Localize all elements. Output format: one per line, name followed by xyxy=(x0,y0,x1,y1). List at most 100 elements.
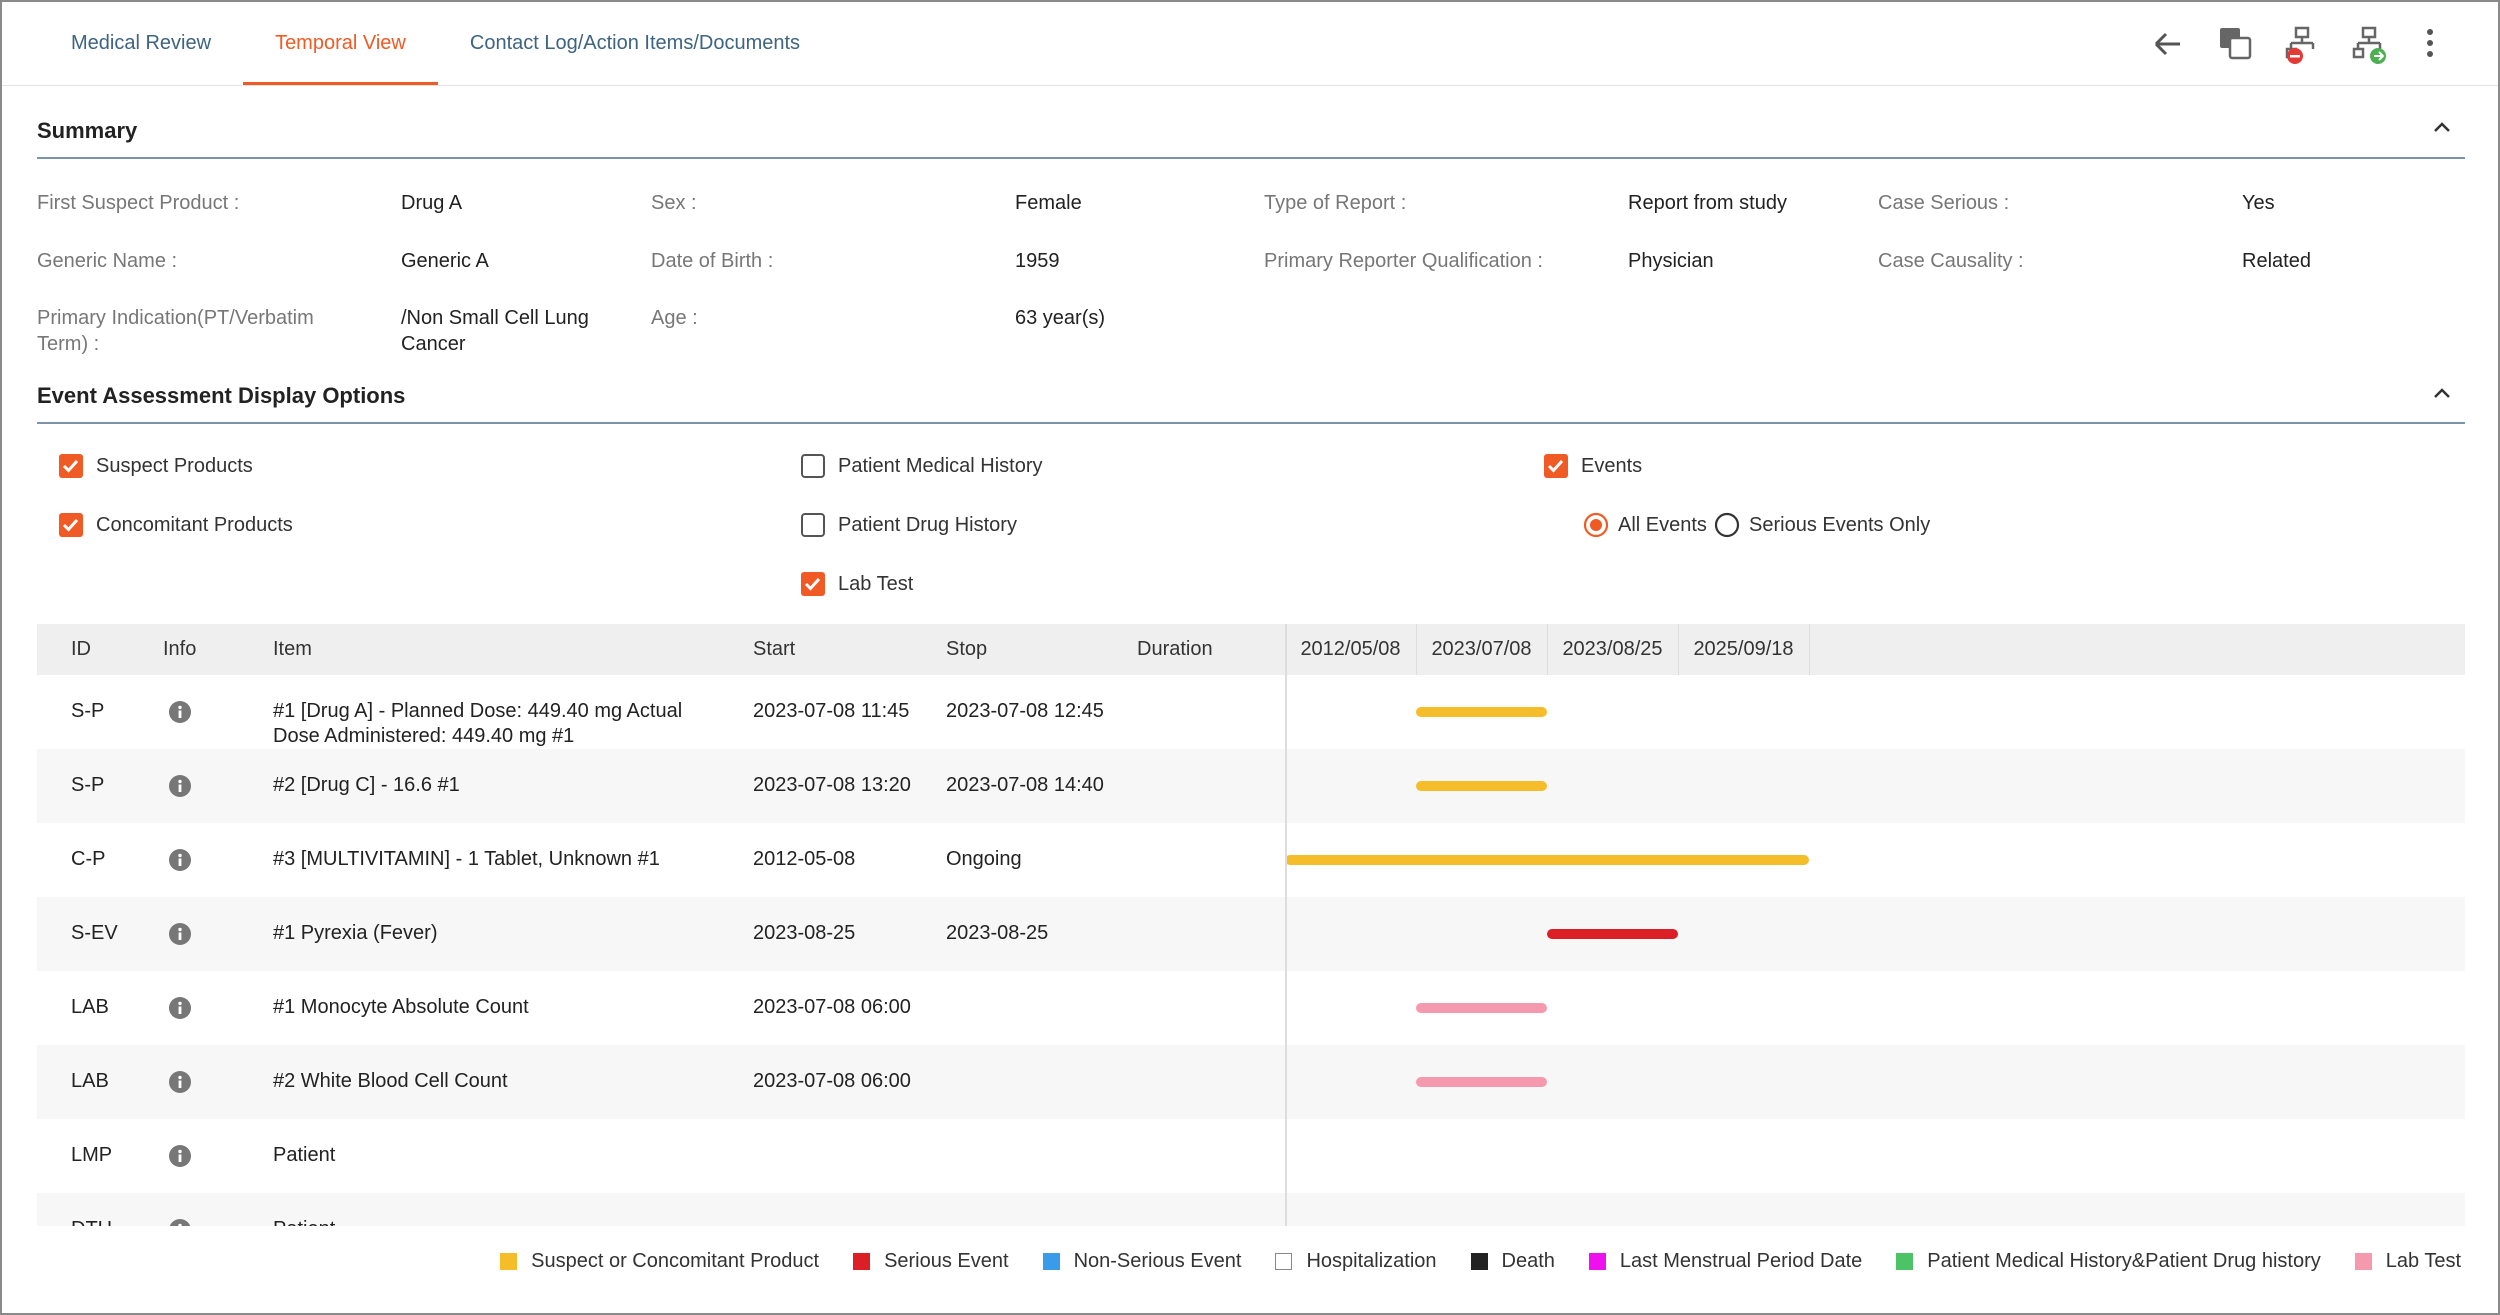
field-value: /Non Small Cell Lung Cancer xyxy=(401,307,589,355)
legend-swatch xyxy=(1275,1253,1293,1270)
table-row xyxy=(37,1119,2465,1193)
field-label: Generic Name : xyxy=(37,249,178,272)
column-header: Duration xyxy=(1137,638,1213,660)
row-start: 2012-05-08 xyxy=(753,848,856,870)
radio-button[interactable] xyxy=(1714,512,1740,538)
tab[interactable]: Temporal View xyxy=(243,2,438,85)
collapse-button[interactable] xyxy=(2432,120,2452,134)
row-item: #1 [Drug A] - Planned Dose: 449.40 mg Ac… xyxy=(273,700,683,747)
timeline-bar xyxy=(1416,1077,1547,1087)
legend-label: Lab Test xyxy=(2385,1250,2461,1272)
info-button[interactable] xyxy=(169,923,191,945)
field-value: 1959 xyxy=(1015,249,1060,272)
legend-label: Serious Event xyxy=(884,1250,1009,1272)
legend-swatch xyxy=(500,1253,518,1270)
section-title: Event Assessment Display Options xyxy=(37,383,406,408)
checkbox[interactable] xyxy=(801,572,825,596)
toolbar-icons xyxy=(2154,26,2433,64)
field-label: First Suspect Product : xyxy=(37,192,240,214)
table-row xyxy=(37,1045,2465,1119)
checkbox-label: Patient Drug History xyxy=(838,514,1017,536)
field-label: Case Serious : xyxy=(1878,192,2010,214)
table-row xyxy=(37,675,2465,749)
radio-label: All Events xyxy=(1618,514,1707,536)
row-id: LMP xyxy=(71,1144,113,1166)
timeline-header: 2012/05/08 xyxy=(1300,638,1401,660)
legend-swatch xyxy=(1470,1253,1488,1270)
info-button[interactable] xyxy=(169,775,191,797)
table-header xyxy=(37,624,2465,675)
checkbox-label: Lab Test xyxy=(838,573,914,595)
field-value: Report from study xyxy=(1628,192,1787,214)
info-button[interactable] xyxy=(169,997,191,1019)
checkbox[interactable] xyxy=(801,513,825,537)
checkbox-label: Patient Medical History xyxy=(838,455,1043,477)
table-row xyxy=(37,749,2465,823)
legend-item: Hospitalization xyxy=(1275,1250,1437,1273)
tree-remove-button[interactable] xyxy=(2285,26,2315,64)
legend-swatch xyxy=(1896,1253,1914,1270)
row-item: #1 Pyrexia (Fever) xyxy=(273,922,438,944)
timeline-bar xyxy=(1547,929,1678,939)
legend-swatch xyxy=(2354,1253,2372,1270)
row-stop: 2023-08-25 xyxy=(946,922,1049,944)
timeline-header: 2023/08/25 xyxy=(1562,638,1663,660)
tree-add-button[interactable] xyxy=(2352,26,2386,64)
legend-swatch xyxy=(1042,1253,1060,1270)
timeline-divider xyxy=(1809,624,1810,675)
section-rule xyxy=(37,422,2465,424)
row-item: #3 [MULTIVITAMIN] - 1 Tablet, Unknown #1 xyxy=(273,848,660,870)
info-button[interactable] xyxy=(169,1071,191,1093)
checkbox-label: Events xyxy=(1581,455,1643,477)
info-button[interactable] xyxy=(169,1145,191,1167)
row-id: S-EV xyxy=(71,922,118,944)
timeline-bar xyxy=(1416,707,1547,717)
legend-swatch xyxy=(1588,1253,1606,1270)
tab[interactable]: Contact Log/Action Items/Documents xyxy=(469,32,801,54)
checkbox[interactable] xyxy=(1544,454,1568,478)
legend-label: Suspect or Concomitant Product xyxy=(531,1250,820,1272)
legend-label: Last Menstrual Period Date xyxy=(1619,1250,1863,1272)
info-button[interactable] xyxy=(169,701,191,723)
timeline-bar xyxy=(1285,855,1809,865)
field-value: Drug A xyxy=(401,192,463,214)
checkbox[interactable] xyxy=(801,454,825,478)
row-id: LAB xyxy=(71,996,109,1018)
info-button[interactable] xyxy=(169,1219,191,1226)
row-start: 2023-07-08 11:45 xyxy=(753,700,910,722)
row-item: #1 Monocyte Absolute Count xyxy=(273,996,529,1018)
field-label: Age : xyxy=(651,307,698,329)
field-value: Generic A xyxy=(401,249,489,272)
back-button[interactable] xyxy=(2154,32,2180,56)
row-id: DTH xyxy=(71,1217,112,1226)
timeline-divider xyxy=(1547,624,1548,675)
row-start: 2023-07-08 13:20 xyxy=(753,774,911,796)
checkbox[interactable] xyxy=(59,513,83,537)
table-row xyxy=(37,823,2465,897)
translate-button[interactable] xyxy=(2220,28,2252,60)
row-id: C-P xyxy=(71,848,106,870)
legend-item: Last Menstrual Period Date xyxy=(1588,1250,1863,1273)
checkbox[interactable] xyxy=(59,454,83,478)
legend: Suspect or Concomitant Product Serious Ev… xyxy=(500,1250,2461,1273)
info-button[interactable] xyxy=(169,849,191,871)
field-label: Case Causality : xyxy=(1878,249,2024,272)
legend-label: Death xyxy=(1501,1250,1555,1272)
field-value: Related xyxy=(2242,249,2311,272)
timeline-header: 2025/09/18 xyxy=(1693,638,1794,660)
checkbox-label: Concomitant Products xyxy=(96,514,293,536)
collapse-button[interactable] xyxy=(2432,386,2452,400)
legend-item: Lab Test xyxy=(2354,1250,2461,1273)
tab[interactable]: Medical Review xyxy=(71,32,212,54)
more-button[interactable] xyxy=(2427,29,2433,57)
column-header: Info xyxy=(163,638,197,660)
radio-button[interactable] xyxy=(1583,512,1609,538)
row-item: Patient xyxy=(273,1144,336,1166)
table-row xyxy=(37,1193,2465,1226)
field-label: Sex : xyxy=(651,192,697,214)
row-stop: Ongoing xyxy=(946,848,1022,870)
legend-label: Patient Medical History&Patient Drug his… xyxy=(1927,1250,2321,1272)
legend-label: Non-Serious Event xyxy=(1073,1250,1242,1272)
timeline-divider xyxy=(1678,624,1679,675)
